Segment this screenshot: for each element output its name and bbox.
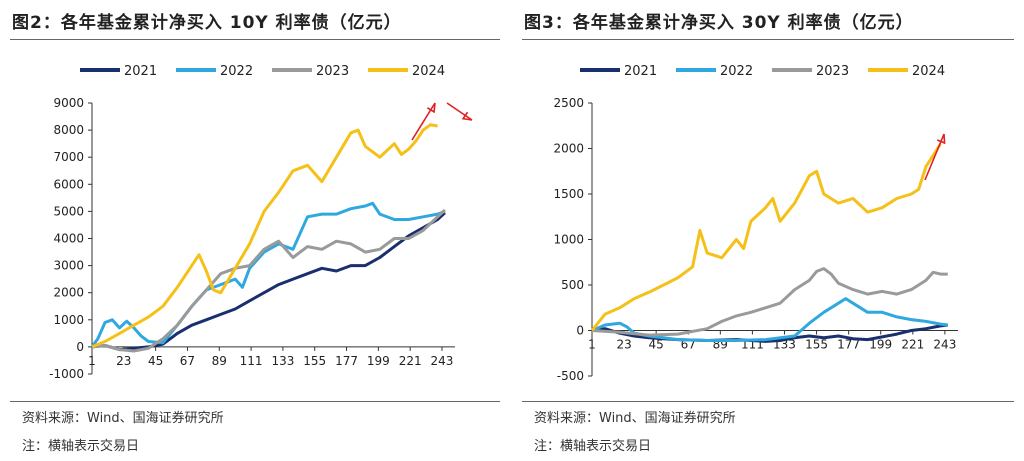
y-tick-label: 1500 [553,187,584,201]
legend-label-2024: 2024 [412,64,445,79]
x-tick-label: 155 [303,354,326,368]
legend-label-2022: 2022 [220,64,253,79]
x-tick-label: 111 [240,354,263,368]
y-tick-label: 7000 [53,150,84,164]
x-tick-label: 177 [335,354,358,368]
series-line-2024 [590,143,942,332]
red-arrow-up [411,102,436,141]
x-tick-label: 133 [271,354,294,368]
title-rule-right [522,39,1014,40]
y-tick-label: 2000 [553,142,584,156]
legend-label-2023: 2023 [316,64,349,79]
x-tick-label: 1 [588,338,596,352]
series-line-2021 [591,323,948,343]
y-tick-label: 500 [561,278,584,292]
y-tick-label: 0 [76,340,84,354]
x-tick-label: 45 [148,354,163,368]
y-tick-label: 8000 [53,123,84,137]
x-tick-label: 221 [901,338,924,352]
series-line-2022 [90,201,446,348]
y-tick-label: 2500 [553,96,584,110]
chart-title-30y: 图3：各年基金累计净买入 30Y 利率债（亿元） [524,13,914,33]
x-tick-label: 155 [805,338,828,352]
title-rule-left [10,39,500,40]
x-tick-label: 23 [116,354,131,368]
y-tick-label: 6000 [53,177,84,191]
series-line-2023 [591,267,948,337]
y-tick-label: 2000 [53,286,84,300]
series-line-2024 [91,123,438,349]
x-tick-label: 89 [212,354,227,368]
axis-note-left: 注：横轴表示交易日 [22,439,140,454]
x-tick-label: 199 [367,354,390,368]
y-tick-label: 1000 [553,233,584,247]
legend-label-2023: 2023 [816,64,849,79]
x-tick-label: 243 [431,354,454,368]
source-note-left: 资料来源：Wind、国海证券研究所 [22,411,224,426]
x-tick-label: 221 [399,354,422,368]
red-arrow-down-head [461,111,473,121]
y-tick-label: -500 [557,369,584,383]
y-tick-label: 1000 [53,313,84,327]
bottom-rule-left [10,401,500,402]
source-note-right: 资料来源：Wind、国海证券研究所 [534,411,736,426]
bottom-rule-right [522,401,1014,402]
red-arrow-down [446,102,473,121]
x-tick-label: 1 [88,354,96,368]
y-tick-label: 4000 [53,232,84,246]
series-line-2021 [91,211,446,352]
y-tick-label: 5000 [53,204,84,218]
y-tick-label: -1000 [49,367,84,381]
red-arrow-up-head [936,133,946,145]
y-tick-label: 9000 [53,96,84,110]
x-tick-label: 67 [180,354,195,368]
y-tick-label: 3000 [53,259,84,273]
x-tick-label: 199 [869,338,892,352]
x-tick-label: 177 [837,338,860,352]
x-tick-label: 23 [616,338,631,352]
chart-title-10y: 图2：各年基金累计净买入 10Y 利率债（亿元） [12,13,402,33]
axis-note-right: 注：横轴表示交易日 [534,439,652,454]
x-tick-label: 45 [649,338,664,352]
x-tick-label: 243 [933,338,956,352]
series-line-2023 [91,208,446,353]
legend-label-2024: 2024 [912,64,945,79]
legend-label-2021: 2021 [624,64,657,79]
legend-label-2021: 2021 [124,64,157,79]
y-tick-label: 0 [576,324,584,338]
legend-label-2022: 2022 [720,64,753,79]
red-arrow-up-head [426,102,436,114]
